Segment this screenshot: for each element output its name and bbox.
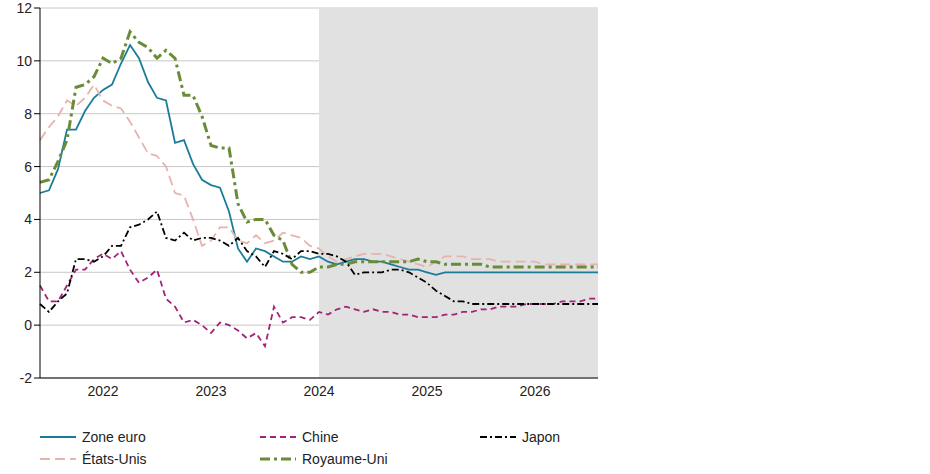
html-text:Chine: Chine	[302, 429, 339, 445]
html-text:Royaume-Uni: Royaume-Uni	[302, 451, 388, 467]
svg-text:8: 8	[24, 106, 32, 122]
svg-text:10: 10	[16, 53, 32, 69]
svg-text:2022: 2022	[87, 383, 118, 399]
svg-text:-2: -2	[20, 370, 33, 386]
html-text:États-Unis: États-Unis	[82, 451, 147, 467]
svg-text:2: 2	[24, 264, 32, 280]
html-text:Japon: Japon	[522, 429, 561, 445]
svg-text:2024: 2024	[303, 383, 334, 399]
svg-text:0: 0	[24, 317, 32, 333]
svg-text:2023: 2023	[195, 383, 226, 399]
html-text:Zone euro: Zone euro	[82, 429, 146, 445]
svg-text:4: 4	[24, 211, 32, 227]
svg-text:2025: 2025	[411, 383, 442, 399]
svg-text:2026: 2026	[519, 383, 550, 399]
svg-text:6: 6	[24, 159, 32, 175]
svg-text:12: 12	[16, 0, 32, 16]
